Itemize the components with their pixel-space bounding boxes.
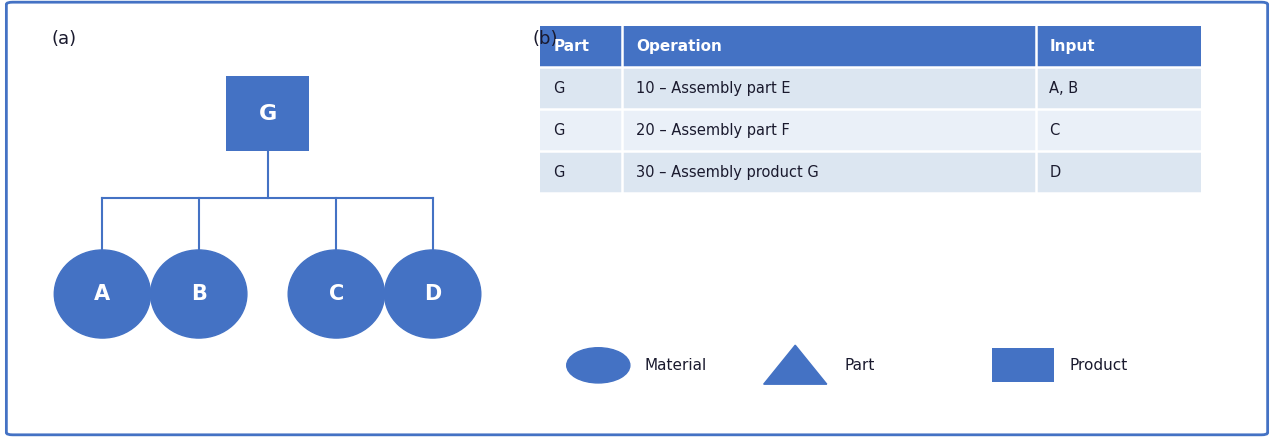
FancyBboxPatch shape <box>1036 67 1201 109</box>
FancyBboxPatch shape <box>540 151 623 193</box>
Circle shape <box>567 348 629 383</box>
Text: Operation: Operation <box>636 39 722 54</box>
Text: 30 – Assembly product G: 30 – Assembly product G <box>636 165 819 180</box>
Circle shape <box>55 250 150 338</box>
Text: (a): (a) <box>52 30 78 48</box>
FancyBboxPatch shape <box>623 67 1036 109</box>
FancyBboxPatch shape <box>1036 151 1201 193</box>
Text: (b): (b) <box>533 30 558 48</box>
Text: 10 – Assembly part E: 10 – Assembly part E <box>636 81 790 96</box>
Text: G: G <box>553 81 564 96</box>
Text: C: C <box>1050 123 1060 138</box>
Text: A, B: A, B <box>1050 81 1078 96</box>
Text: G: G <box>553 165 564 180</box>
Polygon shape <box>763 345 827 384</box>
Circle shape <box>385 250 480 338</box>
Text: Product: Product <box>1070 358 1127 373</box>
FancyBboxPatch shape <box>540 25 623 67</box>
FancyBboxPatch shape <box>623 25 1036 67</box>
Circle shape <box>288 250 385 338</box>
Text: D: D <box>424 284 441 304</box>
FancyBboxPatch shape <box>623 109 1036 151</box>
Text: A: A <box>94 284 111 304</box>
FancyBboxPatch shape <box>623 151 1036 193</box>
Text: C: C <box>329 284 344 304</box>
Text: G: G <box>553 123 564 138</box>
FancyBboxPatch shape <box>540 109 623 151</box>
Text: D: D <box>1050 165 1060 180</box>
Text: Part: Part <box>553 39 589 54</box>
Circle shape <box>150 250 247 338</box>
Text: Part: Part <box>845 358 874 373</box>
Text: Input: Input <box>1050 39 1094 54</box>
FancyBboxPatch shape <box>1036 25 1201 67</box>
Text: G: G <box>259 104 276 124</box>
Text: Material: Material <box>645 358 707 373</box>
Text: 20 – Assembly part F: 20 – Assembly part F <box>636 123 790 138</box>
FancyBboxPatch shape <box>227 76 308 151</box>
FancyBboxPatch shape <box>992 348 1054 382</box>
FancyBboxPatch shape <box>1036 109 1201 151</box>
Text: B: B <box>191 284 206 304</box>
FancyBboxPatch shape <box>540 67 623 109</box>
